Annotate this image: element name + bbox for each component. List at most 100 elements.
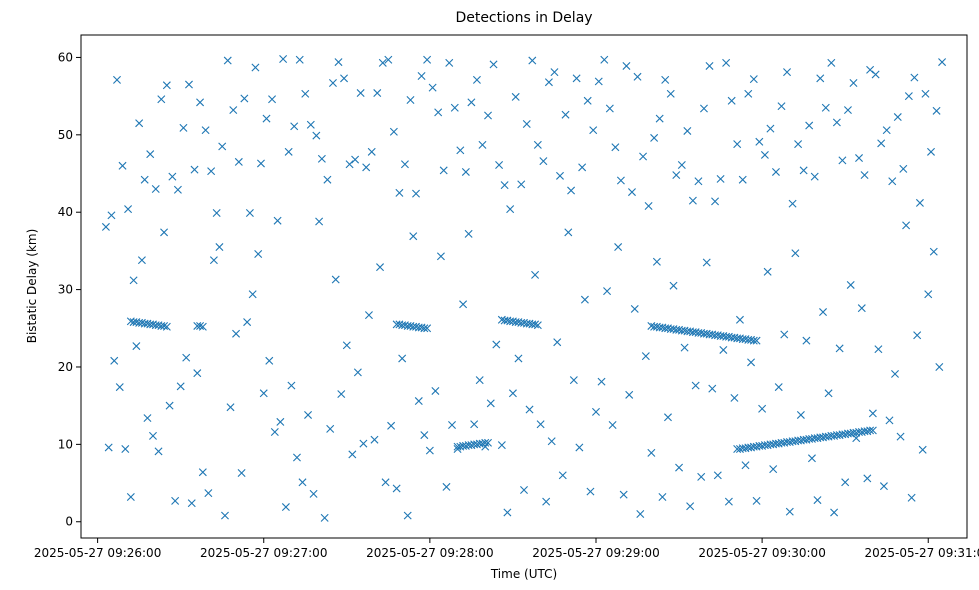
data-point [190, 165, 199, 174]
data-point [583, 96, 592, 105]
data-point [580, 295, 589, 304]
data-point [218, 142, 227, 151]
data-point [245, 208, 254, 217]
data-point [472, 75, 481, 84]
data-point [929, 247, 938, 256]
data-point [500, 181, 509, 190]
data-point [616, 176, 625, 185]
data-point [378, 58, 387, 67]
data-point [655, 114, 664, 123]
data-point [879, 482, 888, 491]
data-point [315, 217, 324, 226]
data-point [730, 393, 739, 402]
data-point [575, 443, 584, 452]
data-point [586, 487, 595, 496]
data-point [713, 471, 722, 480]
x-tick-label: 2025-05-27 09:27:00 [200, 546, 327, 560]
data-point [398, 354, 407, 363]
data-point [531, 320, 540, 329]
data-point [412, 189, 421, 198]
data-point [650, 133, 659, 142]
data-point [785, 507, 794, 516]
data-point [885, 416, 894, 425]
data-point [243, 318, 252, 327]
data-point [304, 410, 313, 419]
data-point [292, 453, 301, 462]
axes-frame [80, 34, 968, 539]
data-point [672, 171, 681, 180]
data-point [810, 172, 819, 181]
data-point [915, 198, 924, 207]
data-point [935, 362, 944, 371]
data-point [384, 55, 393, 64]
data-point [126, 492, 135, 501]
data-point [484, 438, 492, 447]
data-point [251, 63, 260, 72]
data-point [201, 126, 210, 135]
y-tick-label: 40 [58, 205, 73, 219]
data-point [824, 389, 833, 398]
data-point [652, 257, 661, 266]
data-point [791, 249, 800, 258]
data-point [118, 161, 127, 170]
data-point [240, 94, 249, 103]
data-point [492, 340, 501, 349]
data-point [439, 166, 448, 175]
data-point [445, 58, 454, 67]
data-point [705, 61, 714, 70]
data-point [417, 72, 426, 81]
data-point [927, 147, 935, 156]
data-point [877, 139, 886, 148]
data-point [805, 121, 814, 130]
data-point [558, 471, 567, 480]
data-point [104, 443, 113, 452]
data-point [550, 68, 559, 77]
data-point [744, 89, 753, 98]
data-point [608, 421, 617, 430]
data-point [420, 324, 429, 333]
data-point [788, 199, 797, 208]
data-point [625, 390, 634, 399]
data-point [796, 410, 805, 419]
data-point [256, 159, 265, 168]
data-point [232, 329, 241, 338]
data-point [749, 75, 758, 84]
data-point [168, 172, 177, 181]
data-point [173, 185, 182, 194]
data-point [539, 157, 548, 166]
data-point [276, 417, 285, 426]
data-point [162, 81, 171, 90]
data-point [866, 65, 875, 74]
data-point [899, 164, 908, 173]
data-point [124, 205, 133, 214]
data-point [816, 74, 825, 83]
data-point [362, 163, 371, 172]
data-point [193, 369, 202, 378]
data-point [630, 304, 639, 313]
data-point [611, 143, 620, 152]
data-point [376, 263, 385, 272]
data-point [450, 103, 459, 112]
data-point [234, 157, 243, 166]
data-point [724, 497, 733, 506]
data-point [436, 252, 445, 261]
data-point [769, 465, 778, 474]
data-point [702, 258, 711, 267]
data-point [121, 445, 130, 453]
data-point [129, 276, 138, 285]
data-point [600, 55, 609, 64]
data-point [564, 228, 573, 237]
data-point [464, 229, 473, 238]
data-point [771, 167, 780, 176]
data-point [827, 58, 836, 67]
data-point [910, 73, 919, 82]
data-point [489, 60, 498, 69]
data-point [356, 89, 365, 98]
data-point [578, 163, 587, 172]
chart-title: Detections in Delay [455, 10, 592, 26]
data-point [212, 208, 221, 217]
data-point [533, 140, 542, 149]
data-point [403, 511, 412, 520]
data-point [882, 126, 891, 135]
